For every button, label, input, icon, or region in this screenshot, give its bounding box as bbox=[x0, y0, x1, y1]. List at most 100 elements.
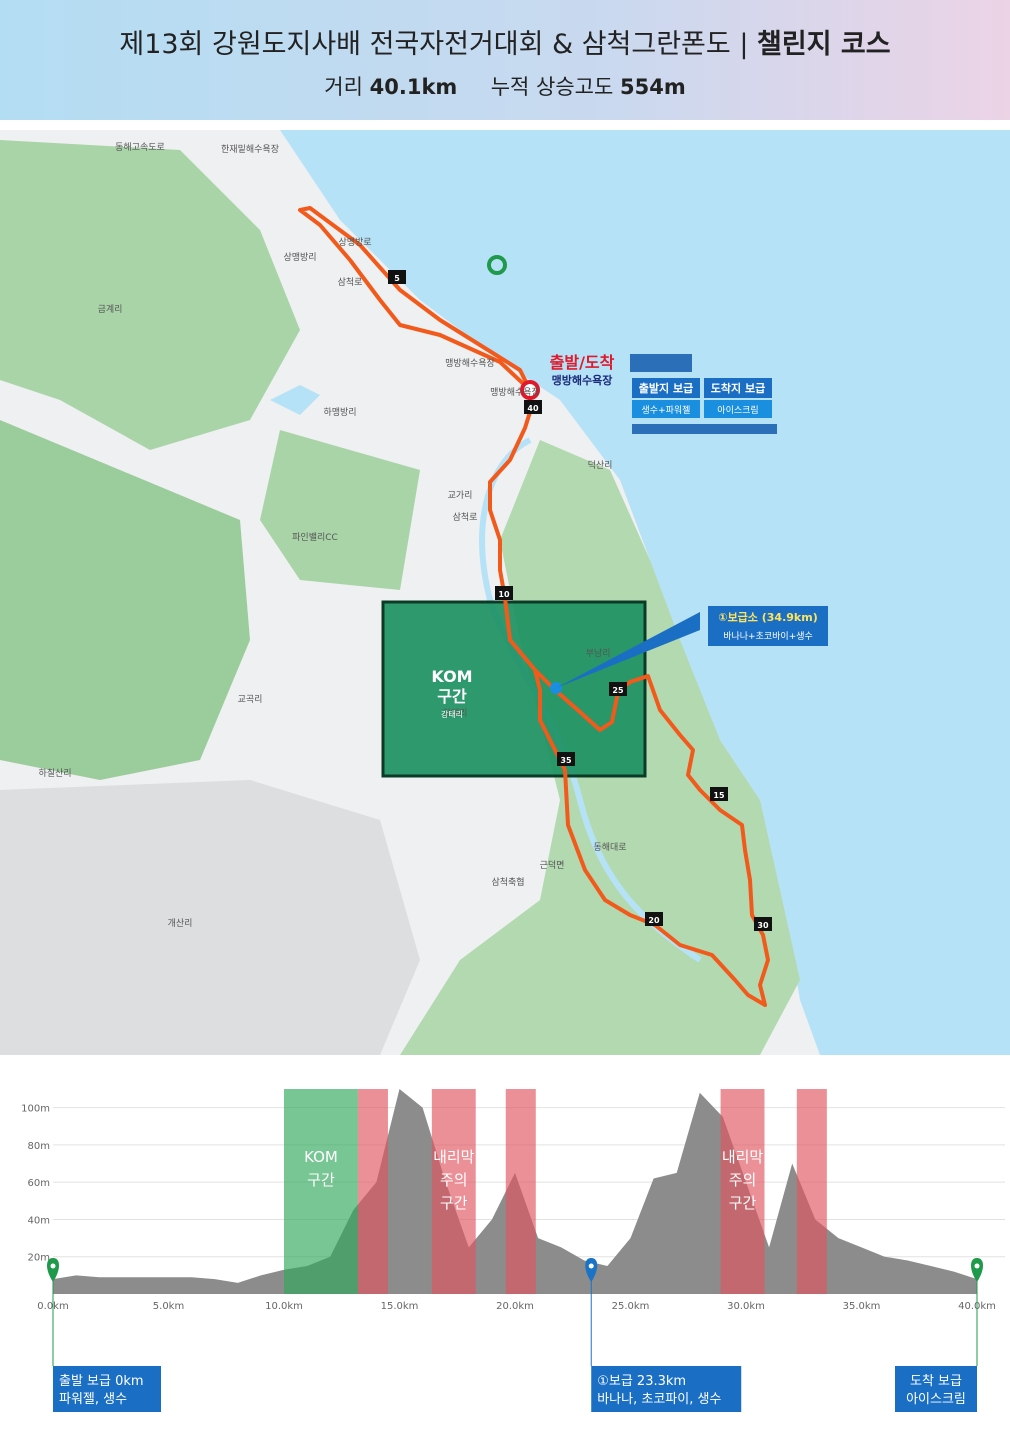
y-tick-label: 40m bbox=[28, 1215, 50, 1226]
band bbox=[357, 1089, 388, 1294]
callout-box bbox=[591, 1366, 742, 1412]
kom-label: KOM bbox=[431, 667, 472, 686]
map bbox=[0, 130, 1010, 1055]
band-label: 내리막 bbox=[722, 1148, 764, 1166]
place-label: 맹방해수욕장 bbox=[445, 358, 495, 369]
stat-label: 누적 상승고도 bbox=[490, 75, 614, 99]
poi bbox=[487, 255, 507, 275]
km-marker-box bbox=[609, 682, 627, 696]
y-tick-label: 100m bbox=[21, 1104, 50, 1115]
place-label: 한재밑해수욕장 bbox=[221, 143, 279, 155]
place-label: 금계리 bbox=[98, 303, 123, 315]
callout-text: 바나나, 초코파이, 생수 bbox=[597, 1392, 721, 1407]
callout-box bbox=[53, 1366, 161, 1412]
y-tick-label: 80m bbox=[28, 1141, 50, 1152]
place-label: 하맹방리 bbox=[323, 407, 356, 418]
place-label: 강태리 bbox=[443, 708, 468, 719]
y-tick-label: 20m bbox=[28, 1253, 50, 1264]
km-marker: 5 bbox=[394, 274, 400, 283]
marker-dot bbox=[588, 1263, 594, 1269]
supply-label: 출발지 보급 bbox=[639, 381, 693, 395]
place-label: 하칠산리 bbox=[38, 768, 71, 779]
km-marker: 35 bbox=[560, 756, 572, 765]
forest bbox=[0, 140, 300, 450]
callout-text: 도착 보급 bbox=[910, 1374, 962, 1389]
supply-box bbox=[632, 400, 700, 418]
km-marker: 15 bbox=[713, 791, 725, 800]
forest bbox=[0, 420, 250, 780]
place-label: 개산리 bbox=[168, 918, 193, 929]
x-tick-label: 15.0km bbox=[381, 1301, 419, 1312]
aid-items: 바나나+초코바이+생수 bbox=[723, 631, 813, 642]
callout-text: ①보급 23.3km bbox=[597, 1374, 686, 1389]
stats: 거리 40.1km 누적 상승고도 554m bbox=[0, 71, 1010, 101]
marker-pin bbox=[47, 1258, 59, 1282]
icons bbox=[630, 354, 692, 372]
callout-text: 파워젤, 생수 bbox=[59, 1392, 127, 1407]
marker-pin bbox=[585, 1258, 598, 1282]
stat-value: 40.1km bbox=[369, 75, 458, 99]
callout-box bbox=[895, 1366, 977, 1412]
x-tick-label: 10.0km bbox=[265, 1301, 303, 1312]
place-label: 삼척축협 bbox=[491, 876, 524, 888]
km-marker-box bbox=[557, 752, 575, 766]
band bbox=[284, 1089, 358, 1294]
x-tick-label: 35.0km bbox=[843, 1301, 881, 1312]
km-marker: 20 bbox=[648, 916, 660, 925]
place-label: 상맹방리 bbox=[283, 252, 316, 263]
kom-zone bbox=[381, 600, 647, 778]
km-marker-box bbox=[495, 586, 513, 600]
marker-dot bbox=[974, 1263, 980, 1269]
place-label: 삼척로 bbox=[453, 512, 478, 523]
band bbox=[796, 1089, 827, 1294]
band bbox=[431, 1089, 476, 1294]
callout-text: 아이스크림 bbox=[906, 1392, 966, 1407]
aid-label: ①보급소 (34.9km) bbox=[718, 611, 817, 624]
supply-box bbox=[704, 400, 772, 418]
place-label: 삼척로 bbox=[338, 277, 363, 288]
band-label: KOM bbox=[304, 1148, 338, 1166]
km-marker: 30 bbox=[757, 921, 769, 930]
header: 제13회 강원도지사배 전국자전거대회 & 삼척그란폰도 | 챌린지 코스 거리… bbox=[0, 0, 1010, 120]
vehicle-icons bbox=[632, 424, 777, 434]
place-label: 파인밸리CC bbox=[292, 532, 338, 543]
supply-box bbox=[632, 378, 700, 398]
lake bbox=[270, 385, 320, 415]
start-label: 출발/도착 bbox=[550, 353, 615, 372]
kom-label: 구간 bbox=[437, 687, 467, 706]
band bbox=[505, 1089, 536, 1294]
km-marker-box bbox=[645, 912, 663, 926]
band-label: 주의 bbox=[729, 1171, 757, 1189]
start-place: 맹방해수욕장 bbox=[552, 373, 613, 387]
title: 제13회 강원도지사배 전국자전거대회 & 삼척그란폰도 | 챌린지 코스 bbox=[0, 0, 1010, 61]
place-label: 맹방해수욕장 bbox=[490, 387, 540, 398]
km-marker-box bbox=[524, 400, 542, 414]
y-tick-label: 60m bbox=[28, 1178, 50, 1189]
stat-label: 거리 bbox=[324, 75, 363, 99]
band-label: 구간 bbox=[729, 1194, 757, 1212]
place-label: 교가리 bbox=[448, 490, 473, 501]
km-marker: 10 bbox=[498, 590, 510, 599]
supply-items: 생수+파워젤 bbox=[642, 404, 691, 416]
x-tick-label: 20.0km bbox=[496, 1301, 534, 1312]
title-text: 제13회 강원도지사배 전국자전거대회 & 삼척그란폰도 | bbox=[119, 29, 758, 60]
x-tick-label: 30.0km bbox=[727, 1301, 765, 1312]
supply-label: 도착지 보급 bbox=[711, 381, 765, 395]
band-label: 구간 bbox=[440, 1194, 468, 1212]
place-label: 부남리 bbox=[586, 648, 611, 659]
start-marker bbox=[520, 380, 540, 400]
marker-pin bbox=[971, 1258, 983, 1282]
supply-items: 아이스크림 bbox=[717, 404, 758, 416]
marker-dot bbox=[50, 1263, 56, 1269]
band-label: 구간 bbox=[307, 1171, 335, 1189]
km-marker: 40 bbox=[527, 404, 539, 413]
km-marker: 25 bbox=[612, 686, 624, 695]
x-tick-label: 25.0km bbox=[612, 1301, 650, 1312]
course-name: 챌린지 코스 bbox=[757, 29, 891, 60]
band-label: 내리막 bbox=[433, 1148, 475, 1166]
place-label: 상맹방로 bbox=[338, 237, 371, 248]
place-label: 근덕면 bbox=[540, 860, 565, 871]
km-marker-box bbox=[710, 787, 728, 801]
